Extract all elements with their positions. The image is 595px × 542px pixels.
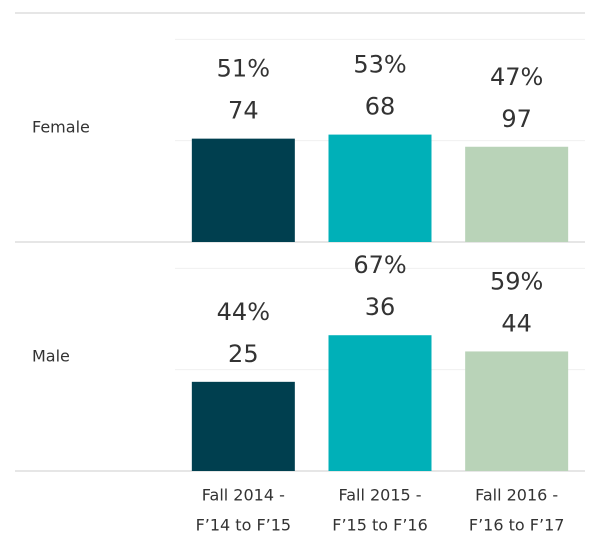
count-label: 25 [228,340,259,368]
bar [328,134,432,242]
percent-label: 47% [490,63,543,91]
percent-label: 44% [217,298,270,326]
percent-label: 67% [353,251,406,279]
x-tick-label: F’14 to F’15 [196,516,292,535]
percent-label: 53% [353,51,406,79]
x-tick-label: F’15 to F’16 [332,516,428,535]
bar [465,146,569,242]
x-tick-label: Fall 2016 - [475,486,558,505]
bar [328,335,432,471]
percent-label: 59% [490,267,543,295]
row-label: Female [32,118,90,137]
bar [191,138,295,242]
count-label: 44 [501,309,532,337]
x-tick-label: Fall 2014 - [202,486,285,505]
count-label: 68 [365,93,396,121]
bar [191,381,295,471]
count-label: 74 [228,97,259,125]
count-label: 97 [501,105,532,133]
count-label: 36 [365,293,396,321]
x-tick-label: Fall 2015 - [338,486,421,505]
percent-label: 51% [217,55,270,83]
bar [465,351,569,471]
x-tick-label: F’16 to F’17 [469,516,565,535]
row-label: Male [32,347,70,366]
